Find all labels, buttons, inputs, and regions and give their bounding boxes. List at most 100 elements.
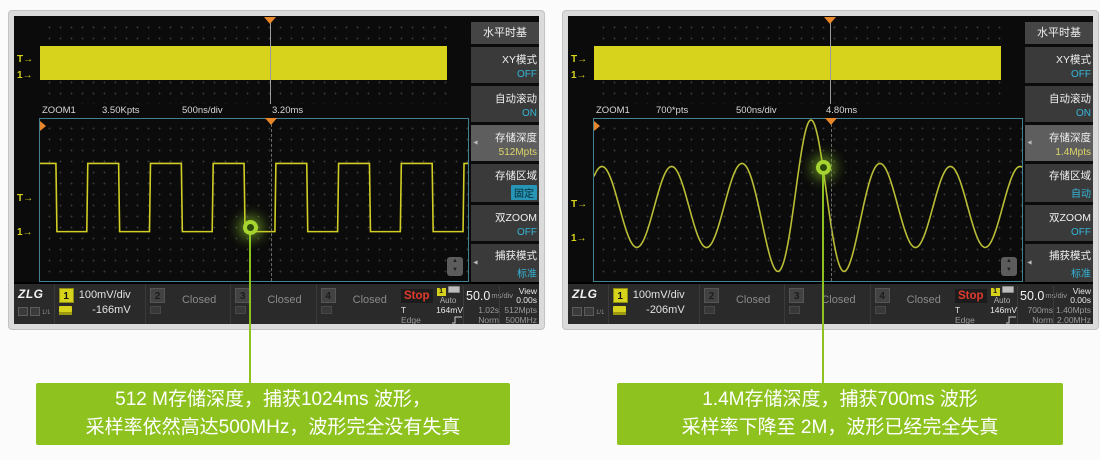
channel1-label: 1→ <box>571 70 587 81</box>
menu-item-auto-scroll[interactable]: 自动滚动 ON <box>1025 86 1093 122</box>
status-bar: ZLG 1/1 1 100mV/div -206mV <box>568 282 1093 324</box>
zoom-timebase: 500ns/div <box>736 105 777 116</box>
channel-4-badge: 4 <box>874 288 890 303</box>
channel-4-block[interactable]: 4 Closed <box>869 284 955 324</box>
view-value: 0.00s <box>516 294 538 305</box>
menu-item-memory-region[interactable]: 存储区域 自动 <box>1025 164 1093 202</box>
callout-right: 1.4M存储深度，捕获700ms 波形 采样率下降至 2M，波形已经完全失真 <box>617 383 1063 445</box>
zoom-waveform-plot: ▲ ▼ <box>593 118 1023 282</box>
callout-left: 512 M存储深度，捕获1024ms 波形， 采样率依然高达500MHz，波形完… <box>36 383 510 445</box>
center-cursor-line <box>271 119 272 281</box>
channel-2-block[interactable]: 2 Closed <box>698 284 784 324</box>
trigger-level-label: T→ <box>571 199 588 210</box>
edge-trigger-icon <box>1006 316 1017 324</box>
channel-1-block[interactable]: 1 100mV/div -206mV <box>607 284 699 324</box>
zoom-info-bar: ZOOM1 3.50Kpts 500ns/div 3.20ms <box>40 104 470 118</box>
channel-3-block[interactable]: 3 Closed <box>230 284 315 324</box>
battery-icon <box>447 286 460 293</box>
menu-item-auto-scroll[interactable]: 自动滚动 ON <box>471 86 539 122</box>
ch1-scale: 100mV/div <box>632 289 685 301</box>
center-cursor-line <box>831 119 832 281</box>
menu-item-memory-depth[interactable]: ◄ 存储深度 1.4Mpts <box>1025 125 1093 161</box>
scroll-widget[interactable]: ▲ ▼ <box>1001 257 1017 276</box>
trigger-time-line <box>830 20 831 104</box>
save-icon[interactable] <box>572 307 582 316</box>
chevron-left-icon: ◄ <box>472 139 479 147</box>
scope-screen: T→ 1→ ZOOM1 3.50Kpts 500ns/div 3.20ms ▲ ▼… <box>14 16 539 324</box>
trigger-position-icon <box>40 121 46 131</box>
channel-2-badge: 2 <box>703 288 719 303</box>
trigger-time-line <box>270 20 271 104</box>
channel-4-block[interactable]: 4 Closed <box>315 284 401 324</box>
status-bar: ZLG 1/1 1 100mV/div -166mV <box>14 282 539 324</box>
trigger-source: T <box>401 305 407 315</box>
menu-item-memory-region[interactable]: 存储区域 固定 <box>471 164 539 202</box>
channel-3-badge: 3 <box>789 288 805 303</box>
zoom-points: 3.50Kpts <box>102 105 140 116</box>
menu-item-dual-zoom[interactable]: 双ZOOM OFF <box>471 205 539 241</box>
timebase-scale: 50.0 <box>1020 288 1045 303</box>
channel-3-block[interactable]: 3 Closed <box>784 284 869 324</box>
trigger-marker-icon <box>824 17 836 24</box>
channel1-overview-trace <box>40 46 447 80</box>
menu-item-xy-mode[interactable]: XY模式 OFF <box>1025 47 1093 83</box>
horizontal-menu: 水平时基 XY模式 OFF 自动滚动 ON ◄ 存储深度 1.4Mpts <box>1025 22 1093 282</box>
trigger-position-icon <box>594 121 600 131</box>
callout-connector-line <box>822 167 824 387</box>
channel-2-block[interactable]: 2 Closed <box>144 284 230 324</box>
coupling-icon <box>58 306 72 315</box>
recall-icon[interactable] <box>30 307 40 316</box>
battery-icon <box>1001 286 1014 293</box>
recall-icon[interactable] <box>584 307 594 316</box>
save-icon[interactable] <box>18 307 28 316</box>
trigger-level-label: T→ <box>17 193 34 204</box>
acquisition-mode: Auto <box>993 296 1011 305</box>
trigger-level: 164mV <box>436 305 464 315</box>
sine-waveform <box>594 119 1022 273</box>
channel-4-badge: 4 <box>320 288 336 303</box>
trigger-marker-icon <box>825 118 837 125</box>
menu-item-capture-mode[interactable]: ◄ 捕获模式 标准 <box>471 244 539 282</box>
trigger-status-cluster: Stop 1 Auto T 164mV Edge 50.0 ms/div 1.02s … <box>401 284 539 324</box>
memory-depth: 512Mpts <box>504 305 538 315</box>
channel-sub-badge <box>320 306 332 314</box>
channel-sub-badge <box>789 306 801 314</box>
channel1-indicator-icon: 1 <box>990 288 1000 296</box>
memory-depth: 1.40Mpts <box>1056 305 1092 315</box>
zoom-timebase: 500ns/div <box>182 105 223 116</box>
channel-1-block[interactable]: 1 100mV/div -166mV <box>53 284 145 324</box>
capture-time: 700ms <box>1027 305 1054 315</box>
trigger-level: 146mV <box>990 305 1018 315</box>
zoom-name: ZOOM1 <box>596 105 630 116</box>
callout-connector-line <box>249 227 251 387</box>
menu-item-dual-zoom[interactable]: 双ZOOM OFF <box>1025 205 1093 241</box>
trigger-mode: Norm <box>478 315 500 324</box>
square-waveform <box>40 162 468 233</box>
menu-item-xy-mode[interactable]: XY模式 OFF <box>471 47 539 83</box>
channel-1-badge: 1 <box>58 288 74 303</box>
trigger-level-label: T→ <box>571 54 588 65</box>
zoom-info-bar: ZOOM1 700*pts 500ns/div 4.80ms <box>594 104 1024 118</box>
brand-logo: ZLG 1/1 <box>18 287 51 316</box>
scroll-widget[interactable]: ▲ ▼ <box>447 257 463 276</box>
run-state-badge: Stop <box>955 288 987 303</box>
menu-item-memory-depth[interactable]: ◄ 存储深度 512Mpts <box>471 125 539 161</box>
trigger-source: T <box>955 305 961 315</box>
view-label: View <box>518 285 538 296</box>
sample-rate: 500MHz <box>505 315 538 324</box>
menu-title: 水平时基 <box>471 22 539 44</box>
menu-item-capture-mode[interactable]: ◄ 捕获模式 标准 <box>1025 244 1093 282</box>
zoom-offset: 4.80ms <box>826 105 858 116</box>
channel-sub-badge <box>149 306 161 314</box>
channel1-overview-trace <box>594 46 1001 80</box>
trigger-type: Edge <box>955 315 975 324</box>
channel1-label: 1→ <box>17 227 33 238</box>
zoom-name: ZOOM1 <box>42 105 76 116</box>
menu-title: 水平时基 <box>1025 22 1093 44</box>
channel1-label: 1→ <box>571 233 587 244</box>
run-state-badge: Stop <box>401 288 433 303</box>
horizontal-menu: 水平时基 XY模式 OFF 自动滚动 ON ◄ 存储深度 512Mpts <box>471 22 539 282</box>
channel-sub-badge <box>235 306 247 314</box>
channel-1-badge: 1 <box>612 288 628 303</box>
sample-rate: 2.00MHz <box>1057 315 1092 324</box>
